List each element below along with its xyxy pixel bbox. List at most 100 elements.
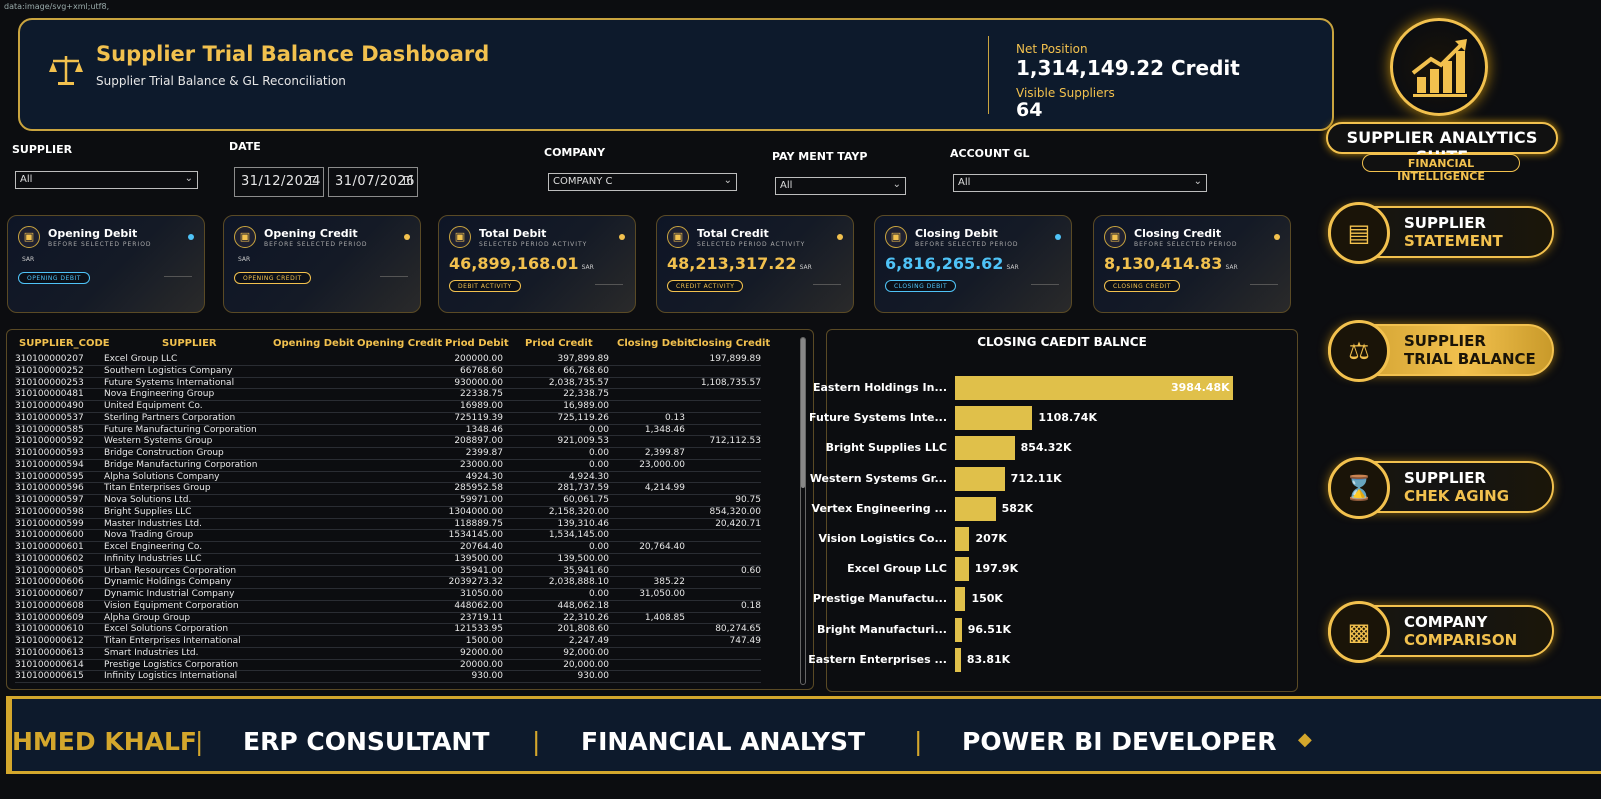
table-cell: 92000.00: [460, 647, 503, 658]
kpi-card-currency: SAR: [1225, 264, 1238, 271]
column-header[interactable]: Opening Credit: [357, 338, 443, 349]
supplier-filter-select[interactable]: All ⌄: [15, 171, 198, 189]
table-cell: 60,061.75: [563, 495, 609, 505]
table-row[interactable]: 310100000594 Bridge Manufacturing Corpora…: [15, 460, 761, 472]
nav-button-line1: COMPANY: [1404, 613, 1488, 631]
bar[interactable]: [955, 376, 1233, 400]
table-cell: 310100000253: [15, 377, 84, 388]
column-header[interactable]: Closing Debit: [617, 338, 693, 349]
table-row[interactable]: 310100000614 Prestige Logistics Corporati…: [15, 660, 761, 672]
bar[interactable]: [955, 496, 996, 521]
kpi-card-badge: OPENING CREDIT: [234, 272, 311, 284]
date-start-input[interactable]: 31/12/2024: [234, 167, 324, 197]
table-row[interactable]: 310100000537 Sterling Partners Corporatio…: [15, 413, 761, 425]
nav-supplier-aging-button[interactable]: ⌛ SUPPLIER CHEK AGING: [1328, 457, 1554, 519]
table-row[interactable]: 310100000608 Vision Equipment Corporation…: [15, 601, 761, 613]
table-cell: Vision Equipment Corporation: [104, 600, 239, 611]
table-row[interactable]: 310100000612 Titan Enterprises Internatio…: [15, 636, 761, 648]
kpi-card-title: Closing Debit: [915, 227, 998, 240]
column-header[interactable]: Opening Debit: [273, 338, 355, 349]
table-cell: Sterling Partners Corporation: [104, 412, 236, 423]
calendar-icon[interactable]: [404, 176, 412, 185]
kpi-card-value: 46,899,168.01 SAR: [449, 254, 594, 273]
bar[interactable]: [955, 527, 970, 551]
company-filter-value: COMPANY C: [553, 176, 613, 187]
table-cell: Nova Trading Group: [104, 530, 194, 541]
bar[interactable]: [955, 436, 1015, 461]
table-row[interactable]: 310100000610 Excel Solutions Corporation 1…: [15, 624, 761, 636]
kpi-card: ▣ Total Credit SELECTED PERIOD ACTIVITY 48,…: [656, 215, 854, 313]
date-end-value: 31/07/2026: [335, 174, 415, 189]
kpi-card-divider: [1250, 284, 1278, 285]
table-row[interactable]: 310100000592 Western Systems Group 208897.…: [15, 436, 761, 448]
column-header[interactable]: Closing Credit: [691, 338, 771, 349]
bar[interactable]: [955, 617, 962, 642]
kpi-card-value: 8,130,414.83 SAR: [1104, 254, 1238, 273]
table-row[interactable]: 310100000595 Alpha Solutions Company 4924.…: [15, 472, 761, 484]
table-cell: Prestige Logistics Corporation: [104, 659, 239, 670]
payment-filter-select[interactable]: All ⌄: [775, 177, 906, 195]
table-cell: 200000.00: [454, 354, 503, 364]
table-row[interactable]: 310100000585 Future Manufacturing Corpora…: [15, 425, 761, 437]
table-cell: 747.49: [729, 636, 762, 646]
calendar-icon[interactable]: [310, 176, 318, 185]
bar-category-label: Vision Logistics Co...: [818, 532, 947, 545]
table-row[interactable]: 310100000605 Urban Resources Corporation 3…: [15, 566, 761, 578]
bar-chart-icon: ▩: [1328, 601, 1390, 663]
table-cell: 310100000610: [15, 624, 84, 635]
table-row[interactable]: 310100000252 Southern Logistics Company 66…: [15, 366, 761, 378]
table-row[interactable]: 310100000596 Titan Enterprises Group 28595…: [15, 483, 761, 495]
table-row[interactable]: 310100000607 Dynamic Industrial Company 31…: [15, 589, 761, 601]
table-row[interactable]: 310100000609 Alpha Group Group 23719.11 22,…: [15, 613, 761, 625]
table-cell: Infinity Logistics International: [104, 671, 238, 682]
table-cell: 2,038,888.10: [548, 577, 609, 588]
table-row[interactable]: 310100000601 Excel Engineering Co. 20764.4…: [15, 542, 761, 554]
bar[interactable]: [955, 587, 966, 612]
table-row[interactable]: 310100000481 Nova Engineering Group 22338.…: [15, 389, 761, 401]
nav-supplier-trial-balance-button[interactable]: ⚖ SUPPLIER TRIAL BALANCE: [1328, 320, 1554, 382]
bar[interactable]: [955, 647, 961, 672]
wallet-icon: ▣: [1104, 226, 1126, 248]
table-row[interactable]: 310100000600 Nova Trading Group 1534145.00…: [15, 530, 761, 542]
table-cell: 281,737.59: [557, 483, 609, 494]
nav-company-comparison-button[interactable]: ▩ COMPANY COMPARISON: [1328, 601, 1554, 663]
status-dot: [188, 234, 194, 240]
table-row[interactable]: 310100000598 Bright Supplies LLC 1304000.0…: [15, 507, 761, 519]
column-header[interactable]: Priod Debit: [445, 338, 509, 349]
table-row[interactable]: 310100000490 United Equipment Co. 16989.00…: [15, 401, 761, 413]
document-icon: ▤: [1328, 202, 1390, 264]
table-cell: 22338.75: [460, 389, 503, 400]
table-row[interactable]: 310100000207 Excel Group LLC 200000.00 397,…: [15, 354, 761, 366]
scale-icon: ⚖: [1328, 320, 1390, 382]
payment-filter-label: PAY MENT TAYP: [772, 150, 868, 163]
status-dot: [404, 234, 410, 240]
table-row[interactable]: 310100000606 Dynamic Holdings Company 2039…: [15, 577, 761, 589]
nav-supplier-statement-button[interactable]: ▤ SUPPLIER STATEMENT: [1328, 202, 1554, 264]
bar[interactable]: [955, 406, 1033, 431]
column-header[interactable]: Priod Credit: [525, 338, 593, 349]
table-row[interactable]: 310100000253 Future Systems International…: [15, 378, 761, 390]
company-filter-select[interactable]: COMPANY C ⌄: [548, 173, 737, 191]
suite-title: SUPPLIER ANALYTICS SUITE: [1326, 122, 1558, 166]
table-scroll-thumb[interactable]: [801, 338, 805, 488]
date-end-input[interactable]: 31/07/2026: [328, 167, 418, 197]
table-scrollbar[interactable]: [800, 337, 806, 685]
table-cell: 2,399.87: [644, 448, 685, 458]
table-cell: 16,989.00: [563, 401, 609, 411]
table-row[interactable]: 310100000613 Smart Industries Ltd. 92000.0…: [15, 648, 761, 660]
table-row[interactable]: 310100000597 Nova Solutions Ltd. 59971.00 6…: [15, 495, 761, 507]
bar[interactable]: [955, 466, 1005, 491]
bar-value-label: 712.11K: [1010, 471, 1062, 485]
table-row[interactable]: 310100000593 Bridge Construction Group 239…: [15, 448, 761, 460]
column-header[interactable]: SUPPLIER_CODE: [19, 338, 110, 349]
table-cell: Alpha Group Group: [104, 612, 191, 623]
table-row[interactable]: 310100000602 Infinity Industries LLC 13950…: [15, 554, 761, 566]
table-row[interactable]: 310100000599 Master Industries Ltd. 118889…: [15, 519, 761, 531]
account-filter-select[interactable]: All ⌄: [953, 174, 1207, 192]
column-header[interactable]: SUPPLIER: [162, 338, 217, 349]
kpi-card: ▣ Opening Credit BEFORE SELECTED PERIOD SAR…: [223, 215, 421, 313]
table-row[interactable]: 310100000615 Infinity Logistics Internati…: [15, 671, 761, 683]
table-cell: 921,009.53: [557, 436, 609, 447]
bar[interactable]: [955, 557, 969, 582]
table-cell: Future Systems International: [104, 377, 235, 388]
